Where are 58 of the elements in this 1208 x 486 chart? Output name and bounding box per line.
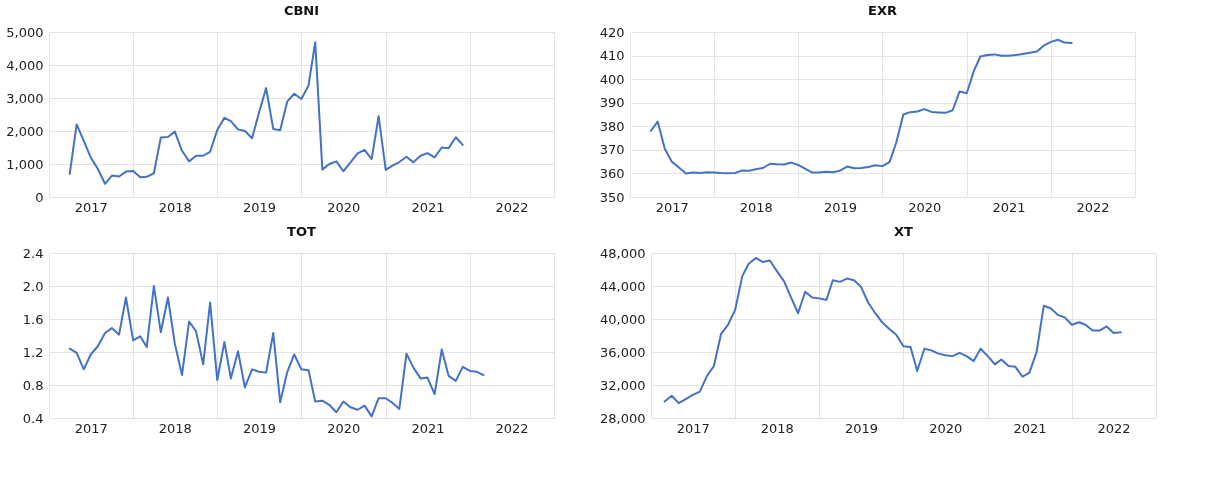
line-series [649,38,1073,175]
y-tick-label: 2.4 [22,245,44,261]
x-tick-label: 2022 [1076,199,1110,215]
x-tick-label: 2022 [495,199,529,215]
y-tick-label: 0.8 [22,377,44,393]
x-tick-label: 2018 [760,420,794,436]
x-tick-label: 2018 [158,199,192,215]
x-tick-label: 2020 [327,420,361,436]
x-tick-label: 2021 [1013,420,1047,436]
y-tick-label: 420 [599,24,625,40]
y-tick-label: 1.6 [22,311,44,327]
y-tick-label: 0.4 [22,410,44,426]
chart-title: CBNI [283,3,320,18]
chart-title: EXR [868,3,897,18]
chart-title: TOT [287,224,317,239]
x-tick-label: 2019 [242,199,277,215]
x-tick-label: 2022 [1097,420,1131,436]
y-tick-label: 5,000 [6,24,44,40]
x-tick-label: 2020 [327,199,361,215]
x-tick-label: 2021 [411,199,445,215]
x-tick-label: 2018 [739,199,773,215]
x-tick-label: 2020 [908,199,942,215]
x-tick-label: 2020 [929,420,963,436]
y-tick-label: 1,000 [6,156,44,172]
y-tick-label: 2.0 [22,278,44,294]
x-tick-label: 2017 [676,420,710,436]
y-tick-label: 44,000 [600,278,646,294]
x-tick-label: 2022 [495,420,529,436]
y-tick-label: 4,000 [6,57,44,73]
y-tick-label: 2,000 [6,123,44,139]
y-tick-label: 350 [599,189,625,205]
x-tick-label: 2017 [655,199,689,215]
y-tick-label: 410 [599,48,625,64]
x-tick-label: 2021 [992,199,1026,215]
line-series [68,285,485,418]
y-tick-label: 0 [35,189,44,205]
y-tick-label: 400 [599,71,625,87]
x-tick-label: 2019 [844,420,879,436]
y-tick-label: 380 [599,118,625,134]
y-tick-label: 48,000 [600,245,646,261]
x-tick-label: 2017 [74,199,108,215]
x-tick-label: 2017 [74,420,108,436]
x-tick-label: 2021 [411,420,445,436]
y-tick-label: 28,000 [600,410,646,426]
x-tick-label: 2019 [242,420,277,436]
y-tick-label: 390 [599,95,625,111]
line-series [68,41,464,185]
y-tick-label: 3,000 [6,90,44,106]
y-tick-label: 360 [599,165,625,181]
line-series [663,256,1122,405]
x-tick-label: 2019 [823,199,858,215]
y-tick-label: 32,000 [600,377,646,393]
chart-title: XT [894,224,914,239]
y-tick-label: 1.2 [22,344,44,360]
x-tick-label: 2018 [158,420,192,436]
y-tick-label: 370 [599,142,625,158]
y-tick-label: 36,000 [600,344,646,360]
y-tick-label: 40,000 [600,311,646,327]
